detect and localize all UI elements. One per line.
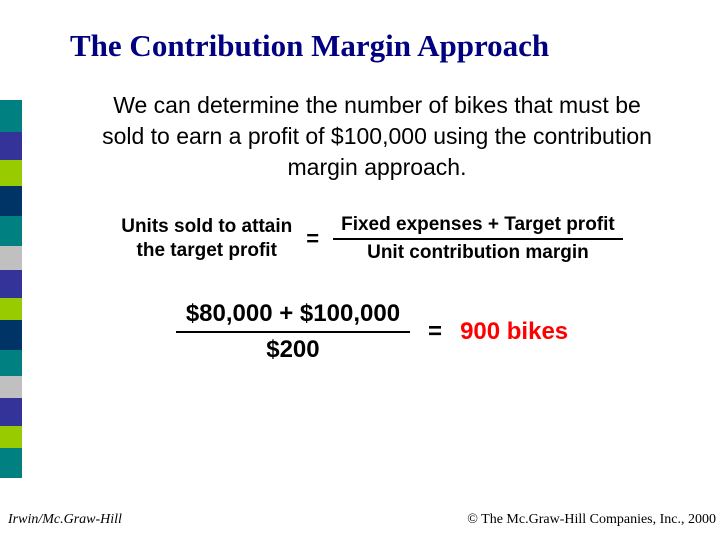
calc-numerator: $80,000 + $100,000 bbox=[176, 299, 410, 333]
slide-content: The Contribution Margin Approach We can … bbox=[0, 0, 720, 365]
formula-denominator: Unit contribution margin bbox=[367, 240, 589, 265]
sidebar-block bbox=[0, 270, 22, 298]
sidebar-block bbox=[0, 186, 22, 216]
slide-title: The Contribution Margin Approach bbox=[64, 28, 680, 64]
calc-denominator: $200 bbox=[266, 333, 319, 365]
sidebar-block bbox=[0, 376, 22, 398]
calc-fraction: $80,000 + $100,000 $200 bbox=[176, 299, 410, 365]
sidebar-block bbox=[0, 448, 22, 478]
sidebar-block bbox=[0, 350, 22, 376]
sidebar-block bbox=[0, 398, 22, 426]
formula-rhs-fraction: Fixed expenses + Target profit Unit cont… bbox=[333, 213, 623, 265]
sidebar-block bbox=[0, 426, 22, 448]
sidebar-block bbox=[0, 216, 22, 246]
formula-numerator: Fixed expenses + Target profit bbox=[333, 213, 623, 240]
calc-equals: = bbox=[428, 318, 442, 346]
sidebar-block bbox=[0, 132, 22, 160]
sidebar-block bbox=[0, 320, 22, 350]
body-paragraph: We can determine the number of bikes tha… bbox=[64, 90, 680, 183]
sidebar-block bbox=[0, 100, 22, 132]
footer-right: © The Mc.Graw-Hill Companies, Inc., 2000 bbox=[467, 512, 716, 528]
calculation-row: $80,000 + $100,000 $200 = 900 bikes bbox=[64, 299, 680, 365]
formula-lhs-line1: Units sold to attain bbox=[121, 215, 292, 239]
decorative-sidebar bbox=[0, 100, 22, 478]
sidebar-block bbox=[0, 160, 22, 186]
sidebar-block bbox=[0, 298, 22, 320]
calc-result: 900 bikes bbox=[460, 318, 568, 346]
sidebar-block bbox=[0, 246, 22, 270]
footer-left: Irwin/Mc.Graw-Hill bbox=[8, 512, 122, 528]
equals-sign: = bbox=[306, 226, 319, 252]
formula-lhs: Units sold to attain the target profit bbox=[121, 215, 292, 263]
formula-definition: Units sold to attain the target profit =… bbox=[64, 213, 680, 265]
formula-lhs-line2: the target profit bbox=[121, 239, 292, 263]
